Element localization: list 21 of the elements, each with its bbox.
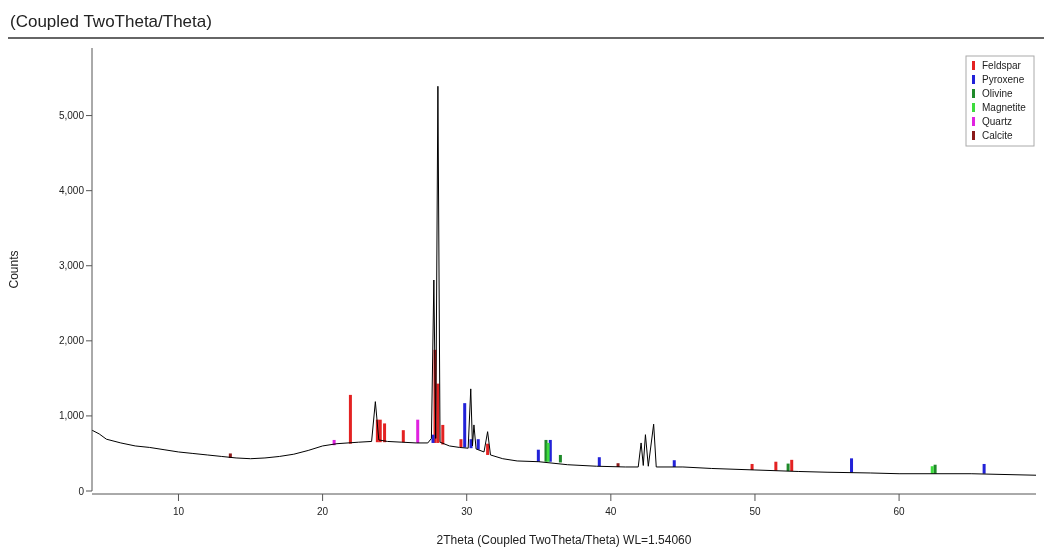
y-tick-label: 2,000	[58, 335, 85, 347]
y-tick-label: 5,000	[58, 110, 85, 122]
legend-label: Olivine	[982, 88, 1013, 99]
legend-label: Quartz	[982, 116, 1013, 127]
legend-label: Pyroxene	[982, 74, 1025, 85]
x-tick-label: 20	[317, 506, 329, 517]
y-tick-label: 3,000	[58, 260, 85, 272]
y-axis-title: Counts	[7, 250, 21, 289]
y-tick-label: 4,000	[58, 185, 85, 197]
x-tick-label: 60	[893, 506, 906, 517]
y-tick-label: 1,000	[58, 410, 85, 422]
x-tick-label: 40	[605, 506, 617, 517]
y-tick-label: 0	[78, 485, 85, 497]
legend-label: Calcite	[982, 130, 1013, 141]
x-tick-label: 30	[461, 506, 473, 517]
legend-label: Magnetite	[982, 102, 1027, 113]
x-tick-label: 50	[749, 506, 761, 517]
legend-label: Feldspar	[982, 60, 1022, 71]
chart-title: (Coupled TwoTheta/Theta)	[10, 12, 212, 31]
x-tick-label: 10	[172, 506, 185, 517]
x-axis-title: 2Theta (Coupled TwoTheta/Theta) WL=1.54060	[436, 533, 692, 547]
